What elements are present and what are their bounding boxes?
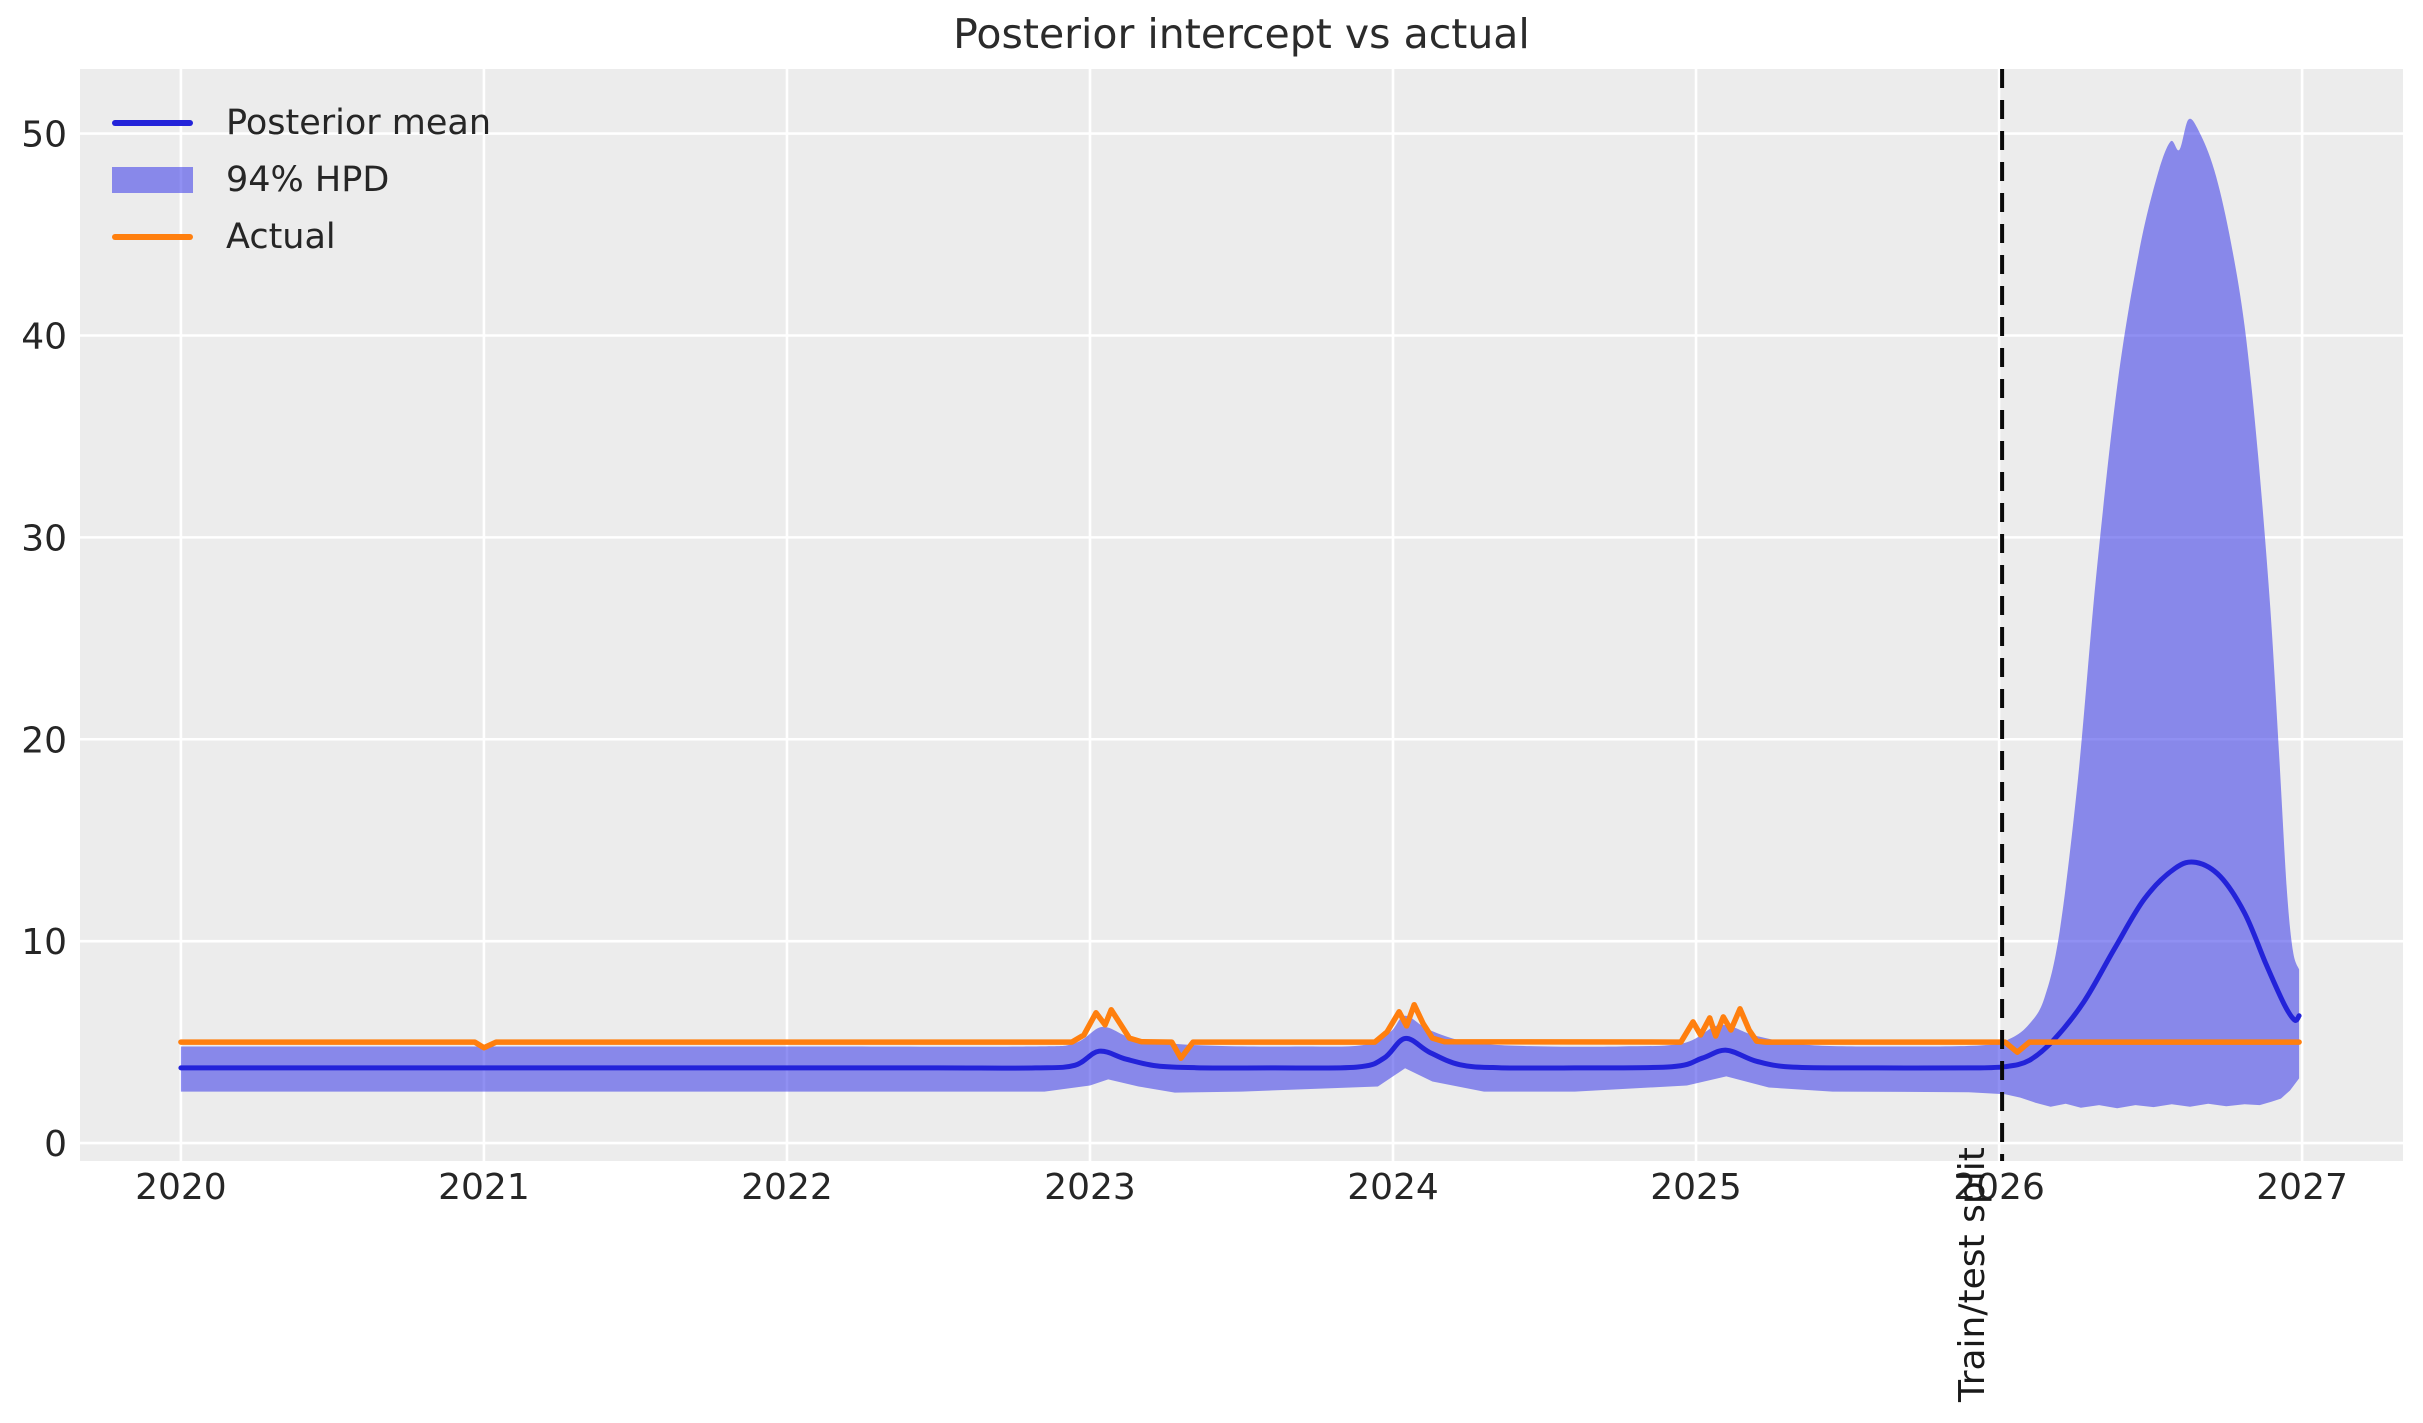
actual-line-swatch [112,233,193,240]
x-tick-label: 2020 [135,1167,227,1208]
x-tick-label: 2024 [1347,1167,1439,1208]
line-swatch-icon [112,119,193,126]
train-test-split-label: Train/test split [1952,1147,1993,1402]
y-tick-label: 40 [21,316,67,357]
y-tick-label: 30 [21,518,67,559]
legend-label: Actual [226,216,336,257]
x-tick-label: 2027 [2256,1167,2348,1208]
line-swatch-icon [112,233,193,240]
y-tick-label: 10 [21,922,67,963]
patch-swatch-icon [112,166,193,193]
x-tick-label: 2021 [438,1167,530,1208]
posterior-mean-line [178,859,2302,1071]
legend: Posterior mean 94% HPD Actual [112,94,491,265]
chart-title: Posterior intercept vs actual [953,10,1530,58]
hpd-band [180,118,2300,1109]
x-tick-label: 2025 [1650,1167,1742,1208]
x-tick-label: 2023 [1044,1167,1136,1208]
legend-label: 94% HPD [226,159,390,200]
legend-item-posterior-mean: Posterior mean [112,94,491,151]
x-tick-label: 2026 [1953,1167,2045,1208]
y-tick-label: 0 [44,1124,67,1165]
legend-item-actual: Actual [112,208,491,265]
actual-line [178,1001,2302,1061]
x-tick-label: 2022 [741,1167,833,1208]
plot-background [80,69,2403,1161]
y-tick-label: 20 [21,720,67,761]
y-tick-label: 50 [21,115,67,156]
posterior-mean-line-swatch [112,119,193,126]
legend-item-hpd: 94% HPD [112,151,491,208]
legend-label: Posterior mean [226,102,492,143]
hpd-patch-swatch [112,166,193,193]
